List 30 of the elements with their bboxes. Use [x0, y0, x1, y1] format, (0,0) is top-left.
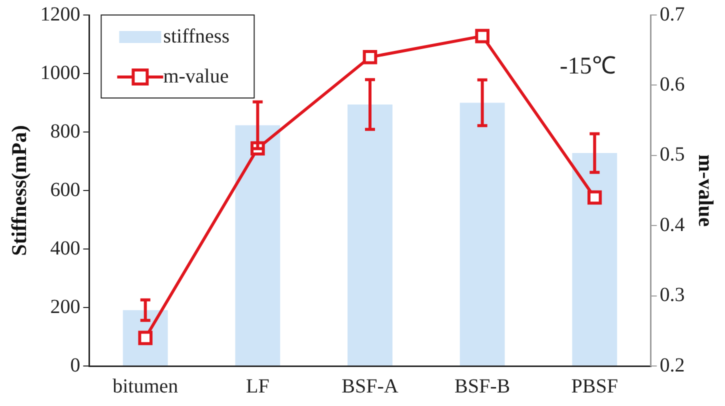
x-tick-label: bitumen — [112, 375, 178, 398]
y2-tick-label: 0.5 — [660, 144, 685, 166]
y2-tick-label: 0.3 — [660, 284, 685, 306]
x-tick-label: LF — [246, 375, 270, 398]
point — [475, 28, 490, 44]
y-tick-label: 200 — [50, 296, 80, 318]
point — [362, 50, 378, 64]
y2-tick-label: 0.6 — [660, 73, 685, 96]
x-tick-label: BSF-A — [342, 375, 399, 398]
annotation: -15℃ — [560, 53, 616, 80]
y-tick-label: 0 — [70, 354, 80, 376]
y2-axis-title: m-value — [694, 154, 718, 227]
y-tick-label: 800 — [50, 120, 80, 142]
y-tick-label: 1000 — [40, 62, 80, 84]
y-tick-label: 600 — [50, 178, 80, 201]
bar — [348, 104, 392, 366]
x-tick-label: PBSF — [571, 375, 618, 398]
legend-label: stiffness — [163, 25, 230, 48]
bar — [460, 102, 505, 366]
y2-tick-label: 0.4 — [660, 214, 685, 236]
bar — [235, 125, 280, 366]
y-tick-label: 1200 — [40, 3, 80, 26]
y-axis-title: Stiffness(mPa) — [7, 125, 32, 256]
point — [587, 190, 602, 205]
bar — [572, 153, 618, 366]
legend-label: m-value — [163, 65, 229, 88]
y2-tick-label: 0.7 — [660, 3, 685, 26]
x-tick-label: BSF-B — [454, 375, 510, 398]
y-tick-label: 400 — [50, 237, 80, 260]
y2-tick-label: 0.2 — [660, 354, 685, 376]
